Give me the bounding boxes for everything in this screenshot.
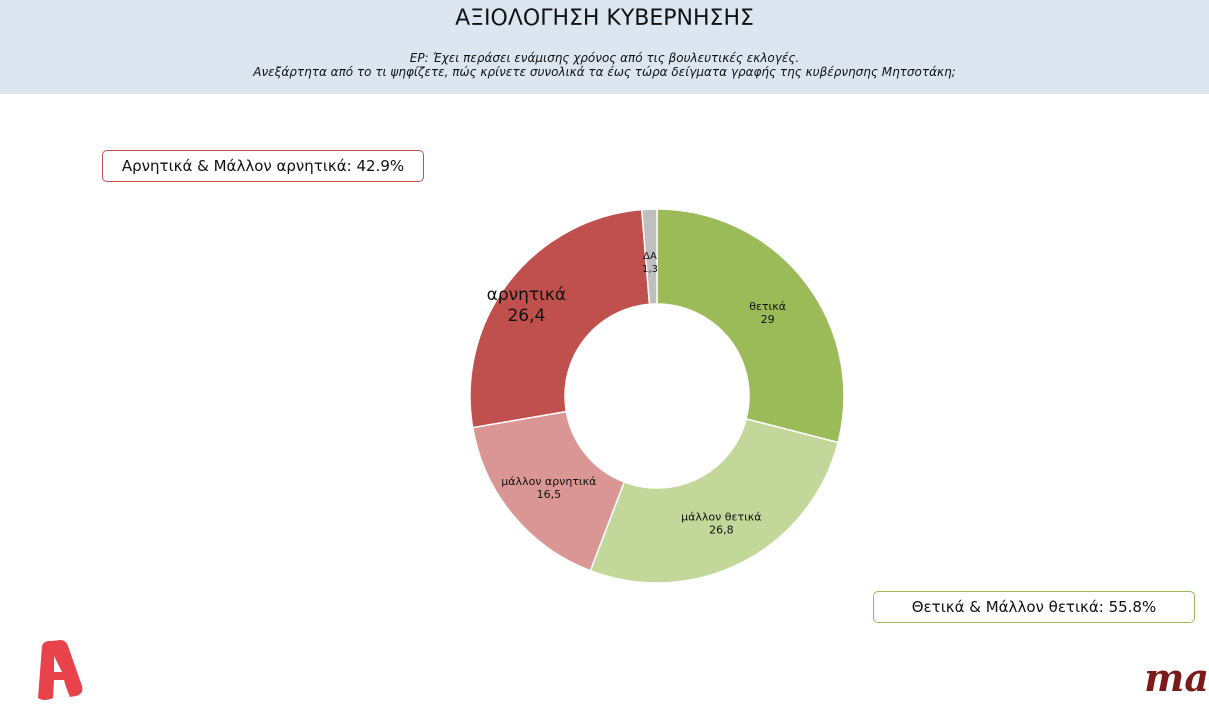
- negative-summary-box: Αρνητικά & Μάλλον αρνητικά: 42.9%: [102, 150, 424, 182]
- slice-1: [589, 417, 840, 584]
- question-text: ΕΡ: Έχει περάσει ενάμισης χρόνος από τις…: [0, 51, 1209, 79]
- header: ΑΞΙΟΛΟΓΗΣΗ ΚΥΒΕΡΝΗΣΗΣ ΕΡ: Έχει περάσει ε…: [0, 0, 1209, 94]
- slice-label: μάλλον αρνητικά: [501, 475, 596, 488]
- slice-label: ΔΑ: [643, 251, 657, 262]
- question-line-2: Ανεξάρτητα από το τι ψηφίζετε, πώς κρίνε…: [253, 65, 956, 79]
- slice-3: [469, 208, 651, 429]
- positive-summary-box: Θετικά & Μάλλον θετικά: 55.8%: [873, 591, 1195, 623]
- question-line-1: ΕΡ: Έχει περάσει ενάμισης χρόνος από τις…: [409, 51, 800, 65]
- slice-value: 29: [761, 313, 775, 326]
- slice-value: 1,3: [642, 264, 658, 275]
- ma-logo: ma: [1144, 655, 1209, 700]
- slice-label: μάλλον θετικά: [681, 510, 761, 523]
- slice-value: 26,4: [507, 306, 545, 326]
- slice-4: [640, 208, 658, 306]
- alpha-logo: [38, 640, 83, 700]
- slice-label: θετικά: [749, 300, 786, 313]
- slice-2: [471, 410, 626, 572]
- slice-label: αρνητικά: [487, 285, 566, 305]
- slice-value: 26,8: [709, 523, 734, 536]
- slice-value: 16,5: [537, 488, 562, 501]
- slice-0: [656, 208, 845, 444]
- page-title: ΑΞΙΟΛΟΓΗΣΗ ΚΥΒΕΡΝΗΣΗΣ: [455, 6, 754, 31]
